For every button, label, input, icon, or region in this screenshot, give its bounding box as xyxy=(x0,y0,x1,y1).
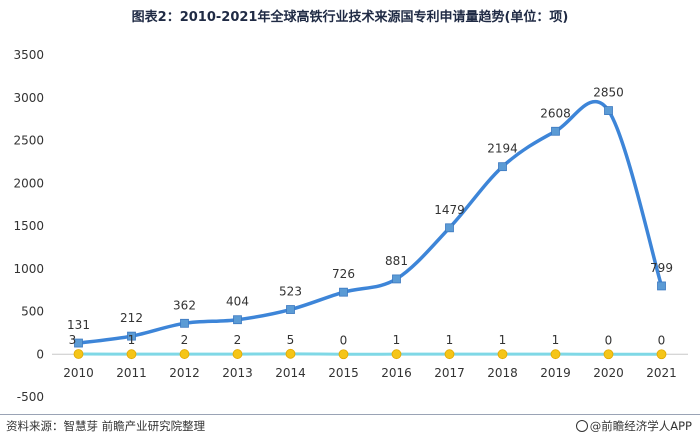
series-2-data-label: 2 xyxy=(234,333,242,347)
y-tick-label: 2000 xyxy=(13,176,44,190)
series-2-data-label: 1 xyxy=(499,333,507,347)
series-layer xyxy=(73,100,667,360)
series-2-point xyxy=(126,349,137,360)
x-tick-label: 2020 xyxy=(593,366,624,380)
x-tick-label: 2014 xyxy=(275,366,306,380)
x-tick-label: 2021 xyxy=(646,366,677,380)
brand-credit: @前瞻经济学人APP xyxy=(575,418,692,434)
series-1-data-label: 799 xyxy=(650,261,673,275)
x-tick-label: 2017 xyxy=(434,366,465,380)
series-2-point xyxy=(603,349,614,360)
source-note: 资料来源：智慧芽 前瞻产业研究院整理 xyxy=(6,419,206,433)
series-2-data-label: 0 xyxy=(605,333,613,347)
y-tick-label: 1000 xyxy=(13,262,44,276)
series-1-point xyxy=(657,281,666,291)
series-2-point xyxy=(179,349,190,359)
series-2-data-label: 2 xyxy=(181,333,189,347)
x-tick-label: 2013 xyxy=(222,366,253,380)
series-2-data-label: 0 xyxy=(658,333,666,347)
x-tick-label: 2015 xyxy=(328,366,359,380)
series-2-point xyxy=(444,349,455,360)
y-tick-label: 3500 xyxy=(13,48,44,62)
series-1-data-label: 726 xyxy=(332,267,355,281)
series-1-data-label: 2850 xyxy=(593,86,624,100)
series-2-point xyxy=(656,349,667,360)
x-tick-label: 2011 xyxy=(116,366,147,380)
series-2-point xyxy=(232,349,243,359)
series-2-point xyxy=(497,349,508,360)
series-1-point xyxy=(392,274,401,284)
brand-text: @前瞻经济学人APP xyxy=(589,419,692,433)
x-tick-label: 2010 xyxy=(63,366,94,380)
series-2-data-label: 3 xyxy=(69,333,77,347)
footer-divider xyxy=(0,414,700,415)
series-1-data-label: 881 xyxy=(385,254,408,268)
brand-logo-icon xyxy=(575,420,588,432)
y-tick-label: -500 xyxy=(17,390,44,404)
series-1-data-label: 2194 xyxy=(487,142,518,156)
series-1-data-label: 1479 xyxy=(434,203,465,217)
x-tick-label: 2019 xyxy=(540,366,571,380)
x-tick-label: 2016 xyxy=(381,366,412,380)
series-2-point xyxy=(285,348,296,359)
series-1-data-label: 362 xyxy=(173,298,196,312)
series-1-point xyxy=(604,106,613,115)
series-1-point xyxy=(339,287,348,297)
series-1-data-label: 523 xyxy=(279,285,302,299)
footer: 资料来源：智慧芽 前瞻产业研究院整理 @前瞻经济学人APP xyxy=(0,414,700,444)
series-1-point xyxy=(498,162,507,172)
series-1-point xyxy=(233,315,242,325)
series-1-point xyxy=(445,223,454,233)
series-1-data-label: 212 xyxy=(120,311,143,325)
y-tick-label: 3000 xyxy=(13,91,44,105)
series-1-line xyxy=(76,100,664,345)
series-2-point xyxy=(73,349,84,359)
series-2-data-label: 0 xyxy=(340,333,348,347)
y-tick-label: 2500 xyxy=(13,134,44,148)
series-2-point xyxy=(338,349,349,360)
series-1-data-label: 2608 xyxy=(540,106,571,120)
y-tick-label: 500 xyxy=(21,305,44,319)
series-2-point xyxy=(391,349,402,360)
series-1-point xyxy=(551,126,560,136)
y-tick-label: 0 xyxy=(36,347,44,361)
series-1-point xyxy=(180,318,189,328)
series-2-data-label: 1 xyxy=(552,333,560,347)
series-2-data-label: 1 xyxy=(446,333,454,347)
x-tick-label: 2018 xyxy=(487,366,518,380)
series-1-data-label: 404 xyxy=(226,295,249,309)
x-tick-label: 2012 xyxy=(169,366,200,380)
series-1-point xyxy=(127,331,136,341)
series-1-point xyxy=(286,305,295,314)
series-2-point xyxy=(550,349,561,360)
series-2-data-label: 5 xyxy=(287,333,295,347)
series-2-data-label: 1 xyxy=(393,333,401,347)
series-1-data-label: 131 xyxy=(67,318,90,332)
chart-title: 图表2：2010-2021年全球高铁行业技术来源国专利申请量趋势(单位：项) xyxy=(131,10,569,25)
y-tick-label: 1500 xyxy=(13,219,44,233)
series-1-point xyxy=(74,338,83,348)
series-2-data-label: 1 xyxy=(128,333,136,347)
